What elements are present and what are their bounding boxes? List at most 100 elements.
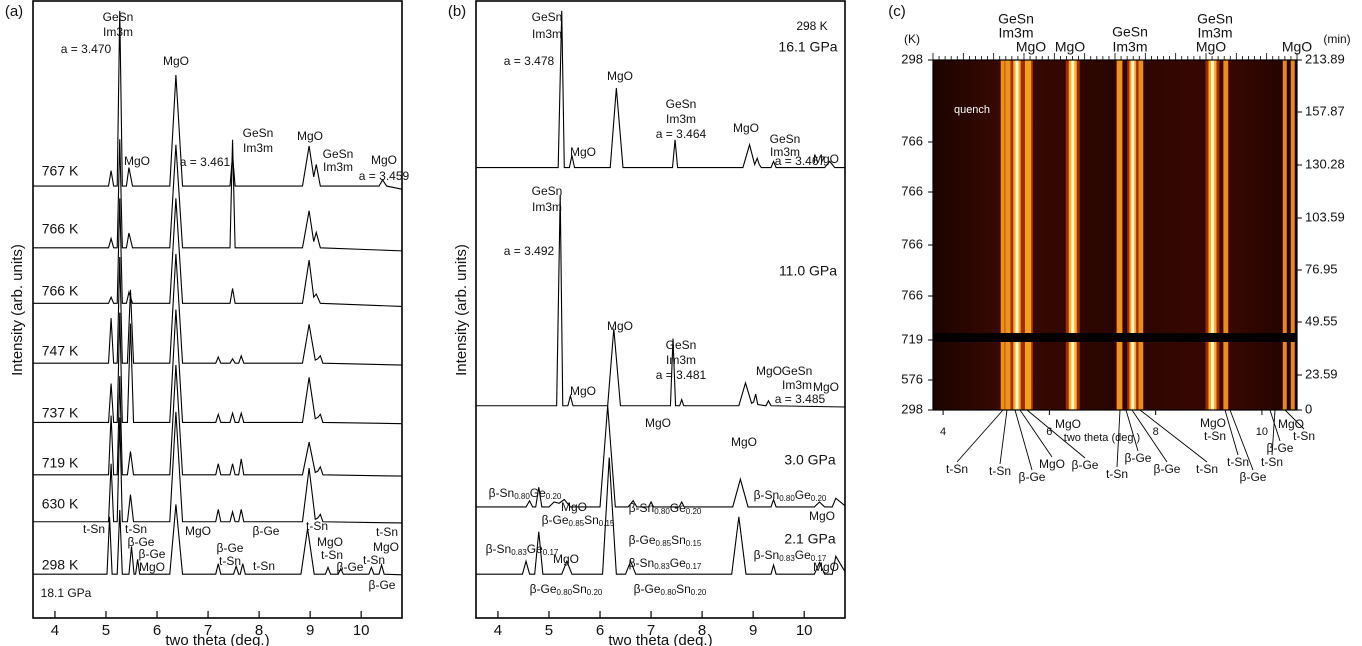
annotation: MgO [561,500,587,514]
x-tick-label: 8 [1153,426,1159,438]
annotation-part: Ge [527,542,543,556]
annotation: MgO [139,560,165,574]
annotation: GeSn [532,184,563,198]
y2-tick-label: 0 [1305,401,1312,416]
annotation: MgO [553,552,579,566]
annotation-part: 0.83 [654,562,670,571]
annotation-part: β-Sn [754,488,780,502]
plot-frame [475,0,846,619]
y-tick-label: 766 [901,236,923,251]
annotation: a = 3.478 [504,54,555,68]
annotation-part: β-Ge [530,582,557,596]
annotation-part: β-Ge [542,513,569,527]
panel-label: (c) [888,3,906,20]
annotation: Im3m [103,25,133,39]
pointer-line [956,409,1004,463]
top-label: MgO [1055,39,1085,55]
annotation-part: Ge [795,548,811,562]
annotation: a = 3.492 [504,244,555,258]
top-label: GeSn [998,11,1034,27]
annotation: MgO [607,319,633,333]
annotation: Im3m [243,141,273,155]
annotation: MgO [163,54,189,68]
spectrum-line [33,253,402,366]
bottom-label: t-Sn [1261,455,1283,469]
top-label: Im3m [999,25,1034,41]
y2-tick-label: 157.87 [1305,103,1345,118]
pointer-line [1019,409,1053,458]
quench-gap [933,333,1297,342]
y-tick-label: 576 [901,371,923,386]
x-tick-label: 10 [1256,426,1268,438]
annotation: MgO [756,364,782,378]
annotation: a = 3.481 [656,368,707,382]
annotation: MgO [317,535,343,549]
annotation: t-Sn [321,548,343,562]
series-label: 766 K [42,283,79,299]
annotation: MgO [731,435,757,449]
series-label: 719 K [42,455,79,471]
annotation-part: 0.17 [686,562,702,571]
annotation: GeSn [782,364,813,378]
annotation-part: 0.80 [557,588,573,597]
series-label: 630 K [42,496,79,512]
annotation: MgO [607,69,633,83]
x-tick-label: 9 [306,622,314,639]
annotation: β-Ge0.85Sn0.15 [542,513,615,528]
y2-tick-label: 103.59 [1305,209,1345,224]
annotation-part: β-Sn [489,486,515,500]
annotation: a = 3.464 [656,127,707,141]
series-label: 767 K [42,163,79,179]
x-tick-label: 4 [494,622,502,639]
spectrum-line [33,309,402,425]
annotation: β-Sn0.80Ge0.20 [754,488,827,503]
annotation: GeSn [770,132,801,146]
annotation: Im3m [782,378,812,392]
annotation-part: Sn [676,582,691,596]
annotation: a = 3.459 [359,169,410,183]
top-label: Im3m [1198,25,1233,41]
annotation-part: β-Sn [754,548,780,562]
bottom-label: t-Sn [1293,429,1315,443]
annotation: MgO [371,153,397,167]
band [1025,60,1032,410]
x-tick-label: 9 [749,622,757,639]
annotation: MgO [570,145,596,159]
annotation-part: 0.80 [654,507,670,516]
annotation-part: Sn [572,582,587,596]
pointer-line [1014,409,1033,471]
band [1223,60,1228,410]
pointer-line [1026,409,1086,459]
pointer-line [999,409,1008,465]
annotation: β-Ge [369,578,396,592]
series-label: 747 K [42,343,79,359]
x-tick-label: 4 [51,622,59,639]
annotation: GeSn [243,126,274,140]
annotation: a = 3.485 [775,392,826,406]
x-tick-label: 8 [255,622,263,639]
series-label: 16.1 GPa [778,39,837,55]
y2-tick-label: 23.59 [1305,366,1338,381]
annotation: t-Sn [125,522,147,536]
annotation-part: 0.20 [811,494,827,503]
x-tick-label: 10 [796,622,813,639]
annotation-part: 0.17 [811,554,827,563]
annotation: t-Sn [363,553,385,567]
annotation-part: 0.80 [661,588,677,597]
annotation: MgO [733,121,759,135]
annotation: MgO [809,509,835,523]
annotation-part: 0.85 [656,539,672,548]
band [1282,60,1287,410]
annotation: β-Ge [253,524,280,538]
x-tick-label: 6 [1046,426,1052,438]
annotation: Im3m [532,200,562,214]
bottom-label: t-Sn [1196,462,1218,476]
y-axis-title: Intensity (arb. units) [9,244,26,376]
bottom-label: β-Ge [1154,462,1181,476]
annotation: GeSn [532,10,563,24]
bottom-label: MgO [1278,417,1304,431]
annotation: MgO [124,154,150,168]
band [1117,60,1123,410]
annotation: MgO [645,416,671,430]
annotation: β-Ge0.80Sn0.20 [530,582,603,597]
